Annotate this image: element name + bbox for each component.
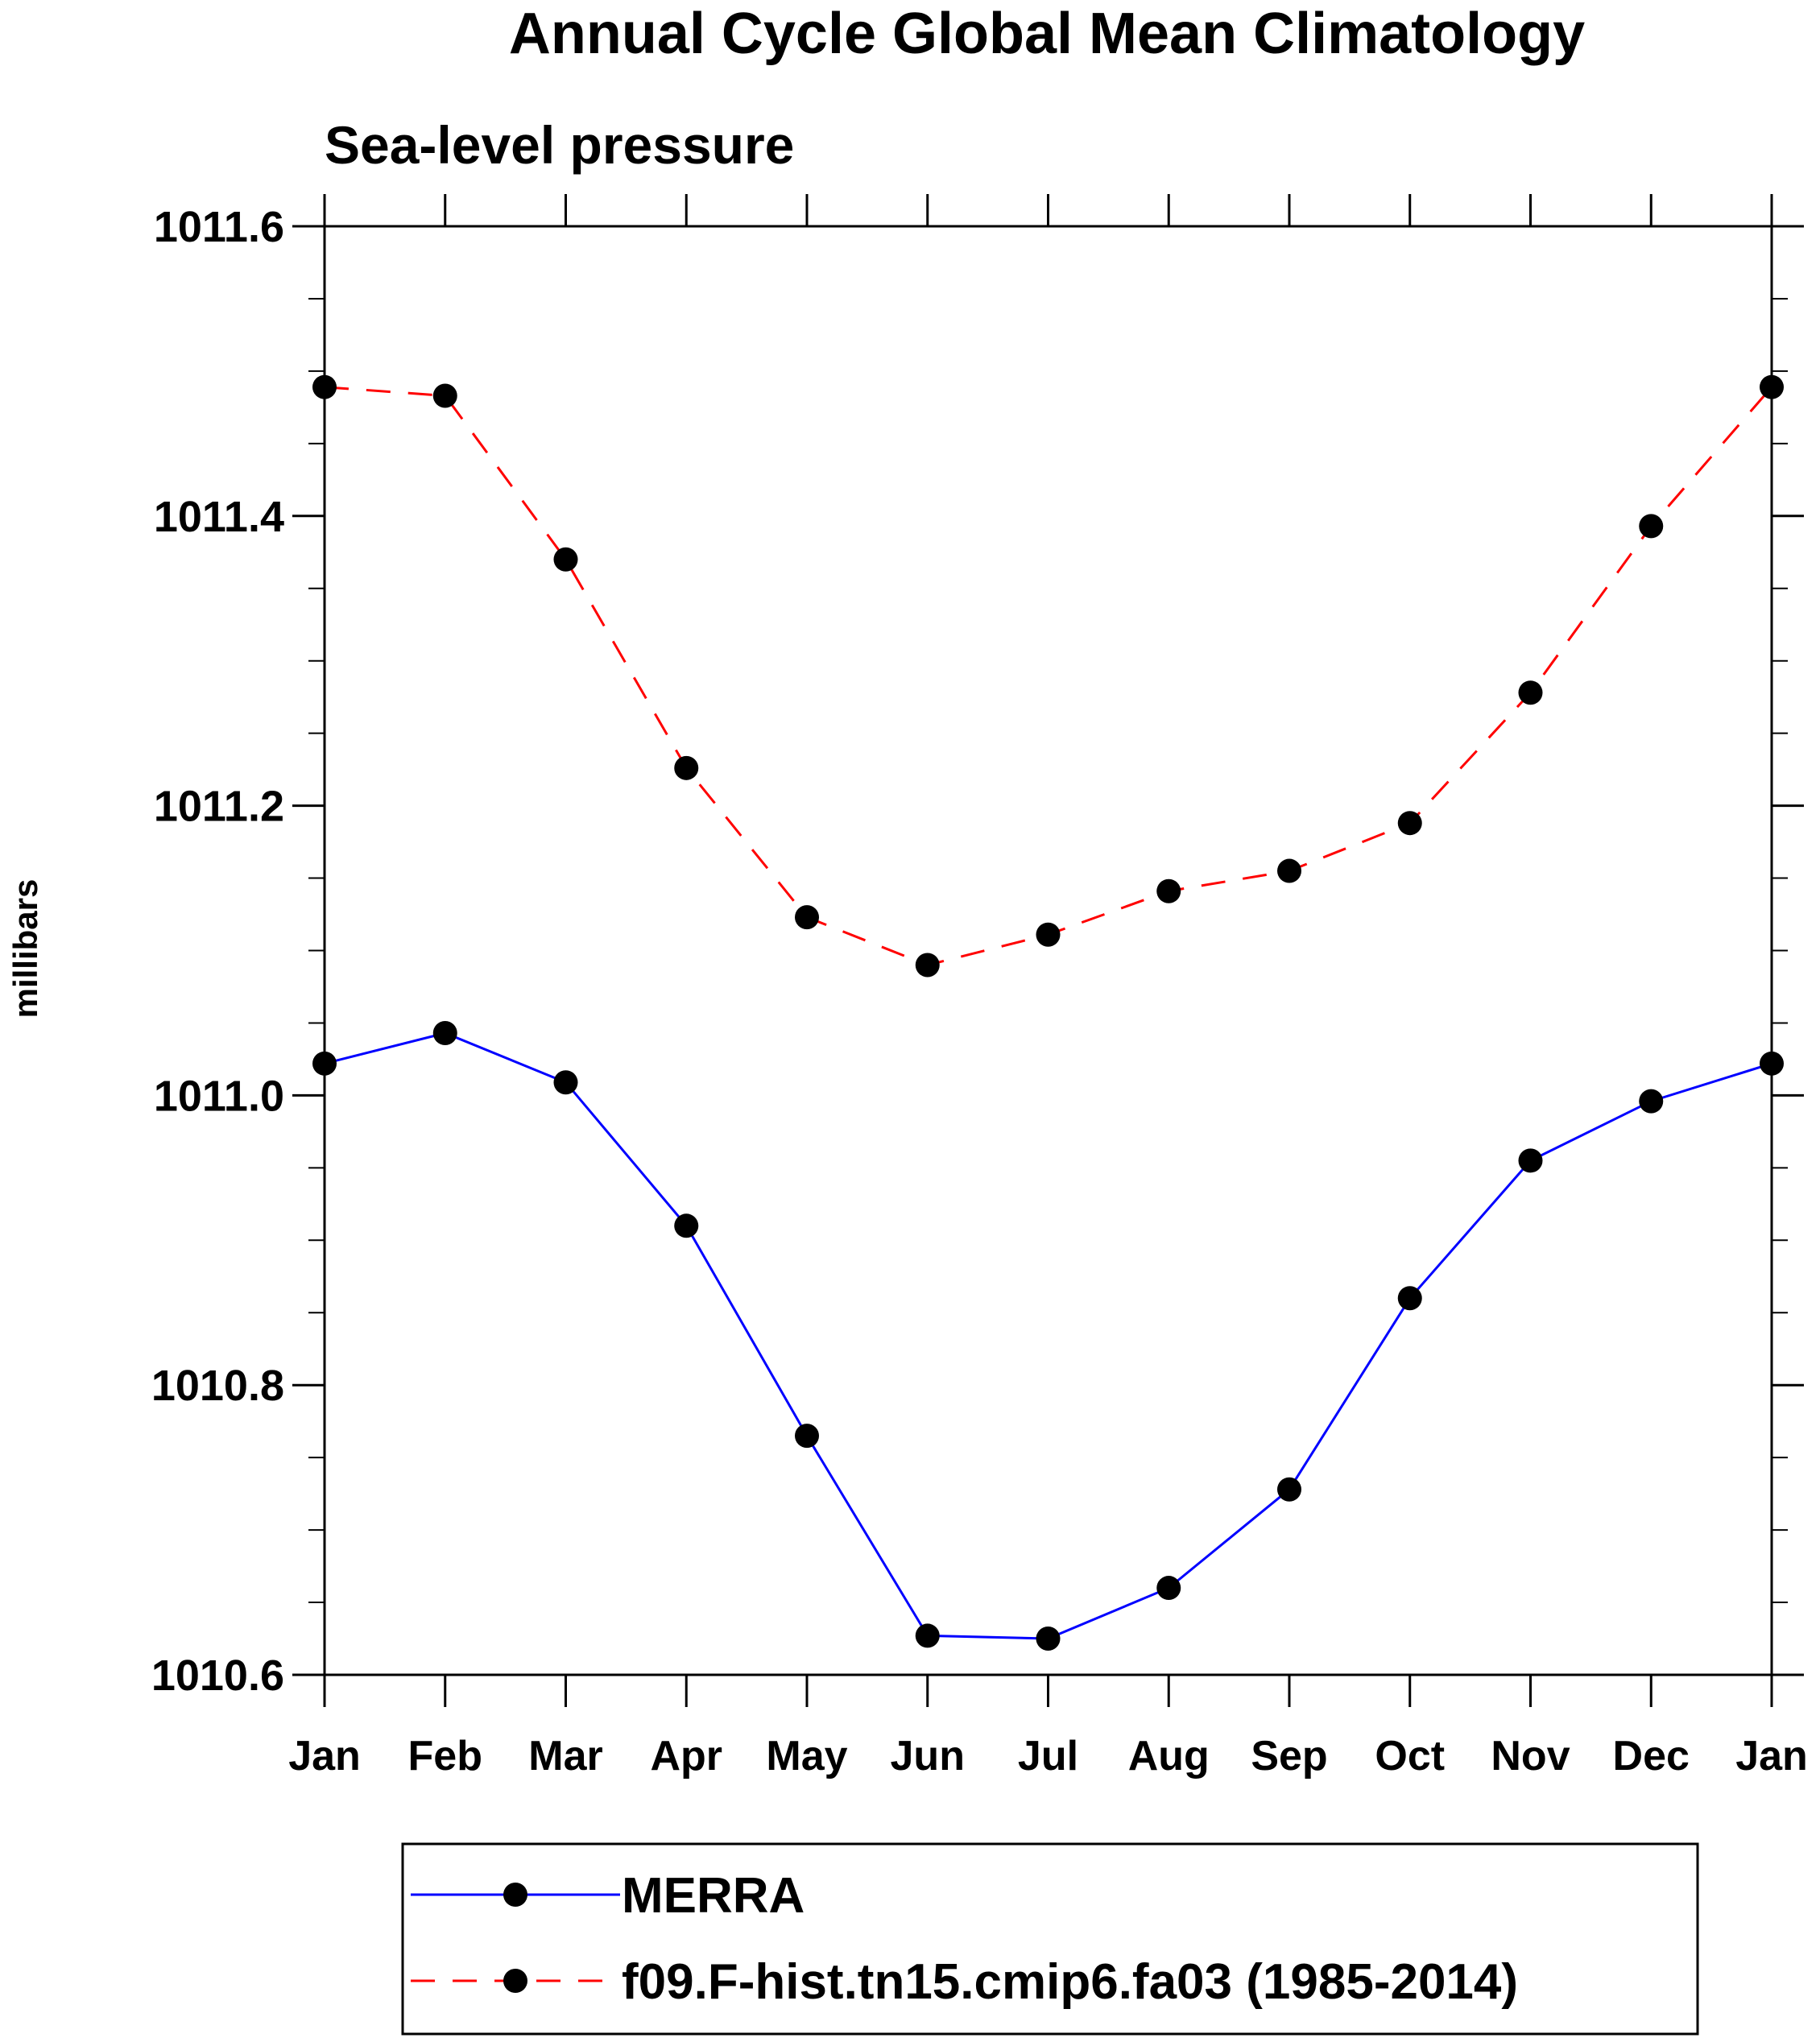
series-1-point [1639, 514, 1664, 539]
x-tick-label: Jul [1018, 1733, 1078, 1780]
x-tick-label: Sep [1251, 1733, 1327, 1780]
series-1-point [795, 905, 819, 930]
series-1-point [674, 755, 699, 780]
series-line-0 [324, 1031, 1772, 1640]
legend-label-merra: MERRA [622, 1868, 805, 1924]
series-1-point [1397, 811, 1422, 836]
y-tick-label: 1011.2 [154, 783, 284, 831]
series-0-point [1639, 1089, 1664, 1114]
x-tick-label: Jan [288, 1733, 361, 1780]
series-0-point [312, 1051, 337, 1076]
series-1-point [1760, 374, 1784, 399]
series-1-point [553, 547, 578, 572]
series-0-point [674, 1213, 699, 1238]
series-1-point [915, 953, 940, 978]
series-0-point [553, 1070, 578, 1095]
legend-marker-model [503, 1969, 527, 1993]
series-0-point [1156, 1576, 1181, 1601]
series-1-point [1518, 680, 1543, 705]
series-0-point [795, 1424, 819, 1449]
x-tick-label: Oct [1375, 1733, 1445, 1780]
y-tick-label: 1011.0 [154, 1072, 284, 1120]
y-tick-label: 1011.6 [154, 203, 284, 251]
series-0-point [1277, 1477, 1301, 1502]
x-tick-label: Mar [528, 1733, 602, 1780]
series-1-point [1156, 878, 1181, 903]
chart-subtitle: Sea-level pressure [325, 115, 794, 175]
series-1-point [432, 383, 457, 408]
legend-marker-merra [503, 1883, 527, 1907]
chart-title: Annual Cycle Global Mean Climatology [509, 2, 1585, 66]
plot-frame [323, 225, 1773, 1676]
x-tick-label: Jun [891, 1733, 965, 1780]
y-tick-label: 1011.4 [154, 493, 284, 541]
series-0-point [1760, 1051, 1784, 1076]
x-tick-label: Dec [1613, 1733, 1690, 1780]
series-1-point [1036, 922, 1061, 947]
legend-label-model: f09.F-hist.tn15.cmip6.fa03 (1985-2014) [622, 1954, 1518, 2010]
series-0-point [1036, 1627, 1061, 1651]
x-tick-label: Nov [1491, 1733, 1570, 1780]
y-axis-label: millibars [6, 879, 44, 1019]
x-axis-ticks: Jan Feb Mar Apr May Jun Jul Aug Sep Oct Nov Dec Jan [288, 194, 1808, 1780]
x-tick-label: Feb [408, 1733, 482, 1780]
series-1-point [1277, 858, 1301, 883]
legend-box [401, 1842, 1699, 2036]
y-tick-label: 1010.6 [151, 1651, 284, 1700]
series-0-point [1397, 1286, 1422, 1311]
y-axis-ticks: 1010.6 1010.8 1011.0 1011.2 1011.4 1011.6 [151, 203, 1804, 1700]
legend: MERRA f09.F-hist.tn15.cmip6.fa03 (1985-2… [401, 1842, 1699, 2036]
series-1-point [312, 374, 337, 399]
x-tick-label: May [766, 1733, 847, 1780]
series-0-point [915, 1623, 940, 1648]
series-layer [312, 374, 1784, 1651]
x-tick-label: Aug [1128, 1733, 1210, 1780]
series-0-point [432, 1021, 457, 1046]
x-tick-label: Jan [1735, 1733, 1808, 1780]
x-tick-label: Apr [650, 1733, 722, 1780]
series-0-point [1518, 1148, 1543, 1173]
y-tick-label: 1010.8 [151, 1362, 284, 1410]
series-line-1 [324, 386, 1773, 967]
